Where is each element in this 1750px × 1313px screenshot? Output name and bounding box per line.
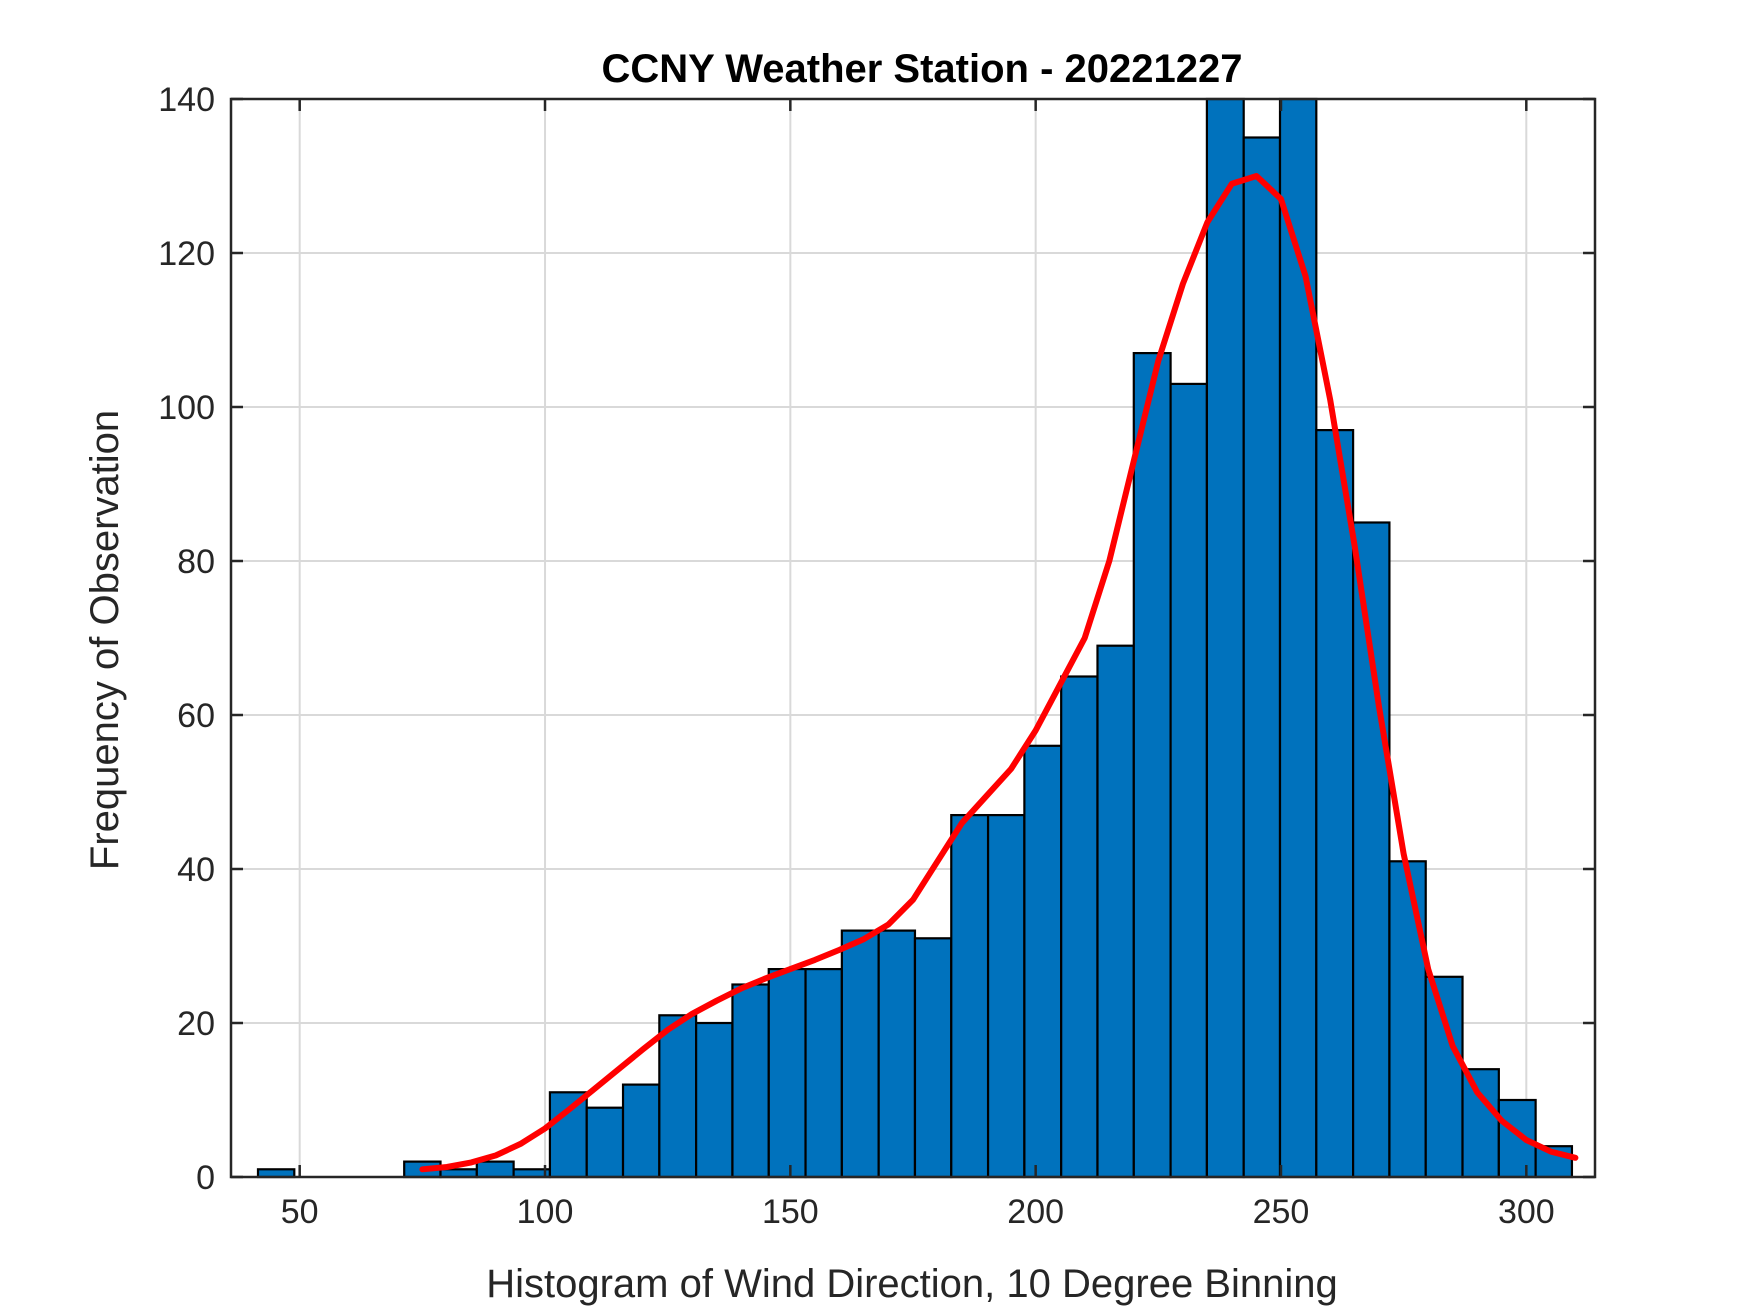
histogram-bar [548,1091,588,1179]
histogram-bar [585,1106,625,1179]
x-axis-label: Histogram of Wind Direction, 10 Degree B… [486,1262,1338,1306]
plot-area: 50 100 150 200 250 300 0 20 40 60 80 100 120 140 [158,81,1597,1231]
distribution-fit-curve [419,173,1579,1173]
histogram-bar [804,967,843,1179]
y-tick-label: 80 [177,543,215,581]
histogram-bar [658,1014,698,1179]
axes-box [229,97,1597,1179]
x-tick-label: 50 [281,1193,319,1231]
x-tick-label: 250 [1253,1193,1310,1231]
y-axis-label: Frequency of Observation [83,410,127,870]
histogram-bar [1169,382,1208,1179]
histogram-bar [1023,744,1063,1179]
y-tick-label: 140 [158,81,215,119]
y-tick-label: 40 [177,851,215,889]
y-tick-label: 0 [196,1159,215,1197]
histogram-bar [1424,975,1464,1179]
histogram-bar [1315,429,1355,1179]
y-tick-label: 100 [158,389,215,427]
histogram-bar [1205,97,1245,1179]
y-tick-label: 60 [177,697,215,735]
histogram-bar [1278,97,1318,1179]
y-tick-label: 20 [177,1005,215,1043]
histogram-bar [475,1160,515,1179]
x-tick-label: 200 [1007,1193,1064,1231]
histogram-bar [986,813,1026,1179]
histogram-bar [1388,860,1427,1179]
histogram-bar [913,937,953,1179]
histogram-bar [1461,1068,1500,1179]
x-tick-label: 150 [762,1193,819,1231]
histogram-bar [695,1021,734,1179]
histogram-bar [767,967,807,1179]
histogram-bar [1242,136,1282,1179]
histogram-bar [1352,521,1391,1179]
x-tick-label: 300 [1498,1193,1555,1231]
histogram-bar [877,929,917,1179]
histogram-bar [731,983,770,1179]
histogram-bar [840,929,880,1179]
histogram-bar [1096,644,1135,1179]
chart-title: CCNY Weather Station - 20221227 [602,47,1243,91]
x-tick-label: 100 [517,1193,574,1231]
histogram-bar [950,813,990,1179]
histogram-bar [1060,675,1099,1179]
y-tick-label: 120 [158,235,215,273]
histogram-bar [621,1083,661,1179]
histogram-bar [1132,352,1172,1179]
